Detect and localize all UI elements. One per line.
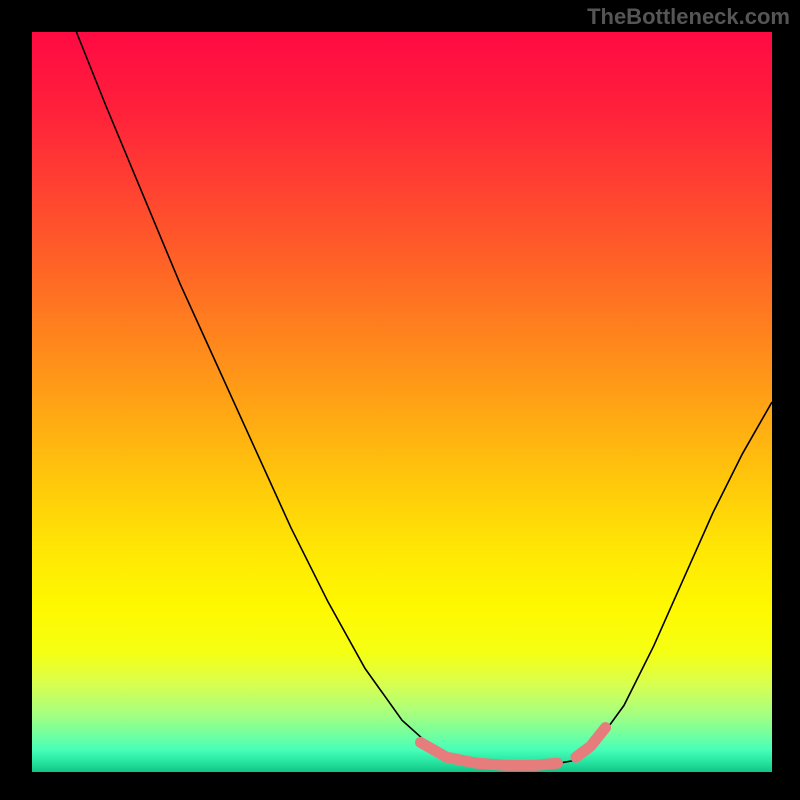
plot-area [32,32,772,772]
optimal-range-highlight [421,728,606,766]
highlight-segment [421,742,477,763]
highlight-segment [476,763,557,765]
bottleneck-curve-line [76,32,772,766]
bottleneck-curve-chart [32,32,772,772]
watermark-text: TheBottleneck.com [587,4,790,30]
highlight-segment [576,728,606,758]
